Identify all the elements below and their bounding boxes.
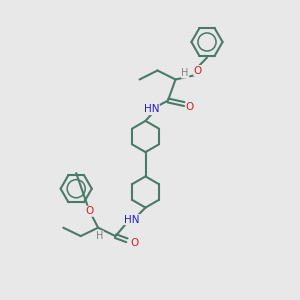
Text: O: O [85,206,94,216]
Text: O: O [194,65,202,76]
Text: O: O [186,101,194,112]
Text: H: H [182,68,189,78]
Text: O: O [130,238,139,248]
Text: HN: HN [124,214,140,225]
Text: HN: HN [144,104,159,115]
Text: H: H [96,231,103,241]
